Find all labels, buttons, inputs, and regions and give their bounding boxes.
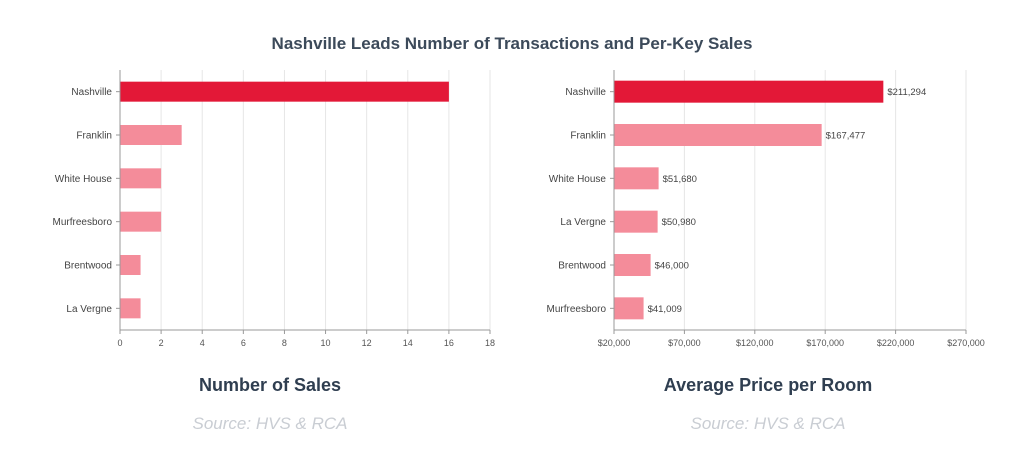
price-x-tick-label: $120,000: [736, 338, 774, 348]
sales-bar-murfreesboro: [120, 211, 162, 232]
price-data-label: $167,477: [826, 131, 866, 142]
price-x-tick-label: $20,000: [598, 338, 631, 348]
sales-x-tick-label: 12: [362, 338, 372, 348]
sales-category-label: Murfreesboro: [53, 217, 113, 228]
sales-caption: Number of Sales Source: HVS & RCA: [90, 375, 450, 434]
average-price-chart: $20,000 $70,000 $120,000 $170,000 $220,000 $2…: [547, 70, 985, 348]
price-data-label: $51,680: [663, 174, 697, 185]
sales-category-label: Franklin: [76, 131, 112, 142]
price-category-label: Murfreesboro: [547, 304, 607, 315]
price-x-tick-label: $170,000: [806, 338, 844, 348]
sales-category-label: Brentwood: [64, 261, 112, 272]
price-data-label: $41,009: [648, 304, 682, 315]
sales-x-tick-label: 0: [117, 338, 122, 348]
price-bar-franklin: [614, 124, 822, 146]
price-caption: Average Price per Room Source: HVS & RCA: [588, 375, 948, 434]
page-title: Nashville Leads Number of Transactions a…: [271, 34, 753, 53]
sales-x-tick-label: 6: [241, 338, 246, 348]
sales-x-tick-label: 10: [321, 338, 331, 348]
sales-x-tick-label: 18: [485, 338, 495, 348]
price-caption-source: Source: HVS & RCA: [690, 414, 846, 433]
number-of-sales-chart: 0 2 4 6 8 10 12 14 16 18 Nashville Franklin White Ho…: [53, 70, 495, 348]
price-category-label: La Vergne: [560, 217, 606, 228]
price-bar-murfreesboro: [614, 297, 644, 320]
price-category-label: Franklin: [570, 131, 606, 142]
price-bar-la-vergne: [614, 210, 658, 233]
price-caption-title: Average Price per Room: [663, 375, 873, 395]
sales-bar-brentwood: [120, 255, 141, 275]
price-bar-nashville: [614, 80, 884, 103]
sales-x-tick-label: 4: [200, 338, 205, 348]
price-bar-brentwood: [614, 254, 651, 276]
sales-x-tick-label: 2: [159, 338, 164, 348]
price-data-label: $46,000: [655, 261, 689, 272]
sales-category-label: Nashville: [71, 87, 112, 98]
price-bar-white-house: [614, 167, 659, 190]
sales-category-label: White House: [55, 174, 113, 185]
sales-x-tick-label: 8: [282, 338, 287, 348]
sales-x-tick-label: 16: [444, 338, 454, 348]
sales-bar-white-house: [120, 168, 162, 189]
price-data-label: $211,294: [887, 87, 926, 98]
sales-bar-la-vergne: [120, 298, 141, 319]
price-category-label: White House: [549, 174, 607, 185]
sales-caption-title: Number of Sales: [198, 375, 342, 395]
price-x-tick-label: $70,000: [668, 338, 701, 348]
sales-caption-source: Source: HVS & RCA: [192, 414, 348, 433]
price-x-tick-label: $220,000: [877, 338, 915, 348]
sales-category-label: La Vergne: [66, 304, 112, 315]
price-data-label: $50,980: [662, 217, 696, 228]
sales-bar-nashville: [120, 81, 449, 102]
sales-bar-franklin: [120, 125, 182, 145]
price-category-label: Nashville: [565, 87, 606, 98]
price-x-tick-label: $270,000: [947, 338, 985, 348]
sales-x-tick-label: 14: [403, 338, 413, 348]
price-category-label: Brentwood: [558, 261, 606, 272]
